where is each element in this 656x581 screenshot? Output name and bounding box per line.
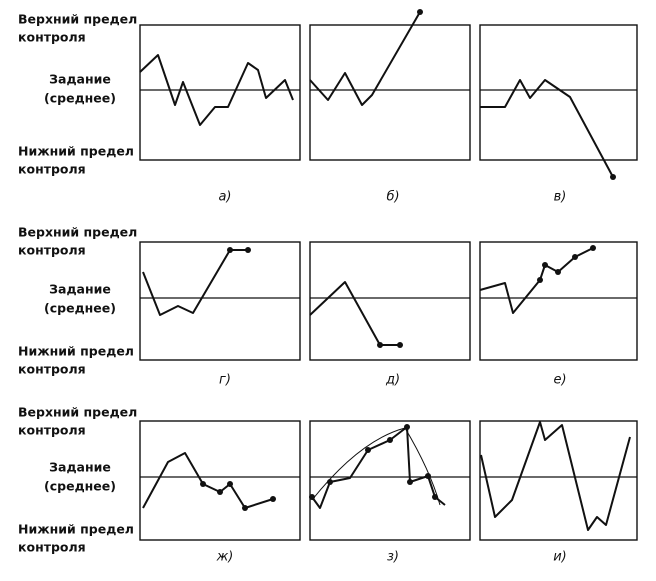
point (200, 481, 206, 487)
panel-label: з) (387, 550, 399, 565)
point (387, 437, 393, 443)
point (572, 254, 578, 260)
trace (479, 247, 594, 314)
setpoint-label: (среднее) (44, 301, 116, 316)
lower-limit-label: контроля (18, 362, 86, 377)
point (217, 489, 223, 495)
upper-limit-label: контроля (18, 30, 86, 45)
panel-frame (139, 420, 301, 541)
upper-limit-label: контроля (18, 243, 86, 258)
lower-limit-label: Нижний предел (18, 344, 134, 359)
panel-label: и) (553, 550, 567, 565)
trace (139, 54, 294, 126)
point (327, 479, 333, 485)
trace (480, 79, 614, 178)
upper-limit-label: Верхний предел (18, 405, 137, 420)
point (242, 505, 248, 511)
panel-frame (139, 241, 301, 361)
panel-label: д) (385, 373, 400, 388)
panel-label: ж) (216, 550, 234, 565)
trace (142, 452, 274, 509)
panel-label: г) (219, 373, 231, 388)
point (610, 174, 616, 180)
frames (139, 24, 638, 541)
panel-frame (479, 420, 638, 541)
trace (142, 249, 248, 316)
panel-frame (479, 241, 638, 361)
upper-limit-label: контроля (18, 423, 86, 438)
point (227, 247, 233, 253)
point (365, 447, 371, 453)
traces (139, 9, 631, 531)
upper-limit-label: Верхний предел (18, 12, 137, 27)
point (432, 494, 438, 500)
lower-limit-label: контроля (18, 162, 86, 177)
point (309, 494, 315, 500)
lower-limit-label: контроля (18, 540, 86, 555)
panel-frame (139, 24, 301, 161)
point (270, 496, 276, 502)
setpoint-label: Задание (49, 460, 111, 475)
labels: Верхний предел контроля Задание (среднее) Ни… (18, 12, 567, 565)
upper-limit-label: Верхний предел (18, 225, 137, 240)
point (417, 9, 423, 15)
panel-frame (479, 24, 638, 161)
trace (309, 11, 421, 106)
lower-limit-label: Нижний предел (18, 144, 134, 159)
panel-label: б) (386, 190, 399, 205)
point (590, 245, 596, 251)
point (555, 269, 561, 275)
point (377, 342, 383, 348)
panel-label: а) (218, 190, 231, 205)
setpoint-label: Задание (49, 282, 111, 297)
setpoint-label: (среднее) (44, 91, 116, 106)
lower-limit-label: Нижний предел (18, 522, 134, 537)
setpoint-label: Задание (49, 72, 111, 87)
setpoint-label: (среднее) (44, 479, 116, 494)
panel-frame (309, 241, 471, 361)
panel-label: в) (554, 190, 567, 205)
panel-frame (309, 24, 471, 161)
point (397, 342, 403, 348)
point (537, 277, 543, 283)
point (245, 247, 251, 253)
point (542, 262, 548, 268)
point (425, 473, 431, 479)
trace (480, 421, 631, 531)
trend-curve (311, 427, 441, 506)
panel-frame (309, 420, 471, 541)
trace (309, 281, 400, 346)
panel-label: е) (553, 373, 566, 388)
point (404, 424, 410, 430)
point (407, 479, 413, 485)
point (227, 481, 233, 487)
